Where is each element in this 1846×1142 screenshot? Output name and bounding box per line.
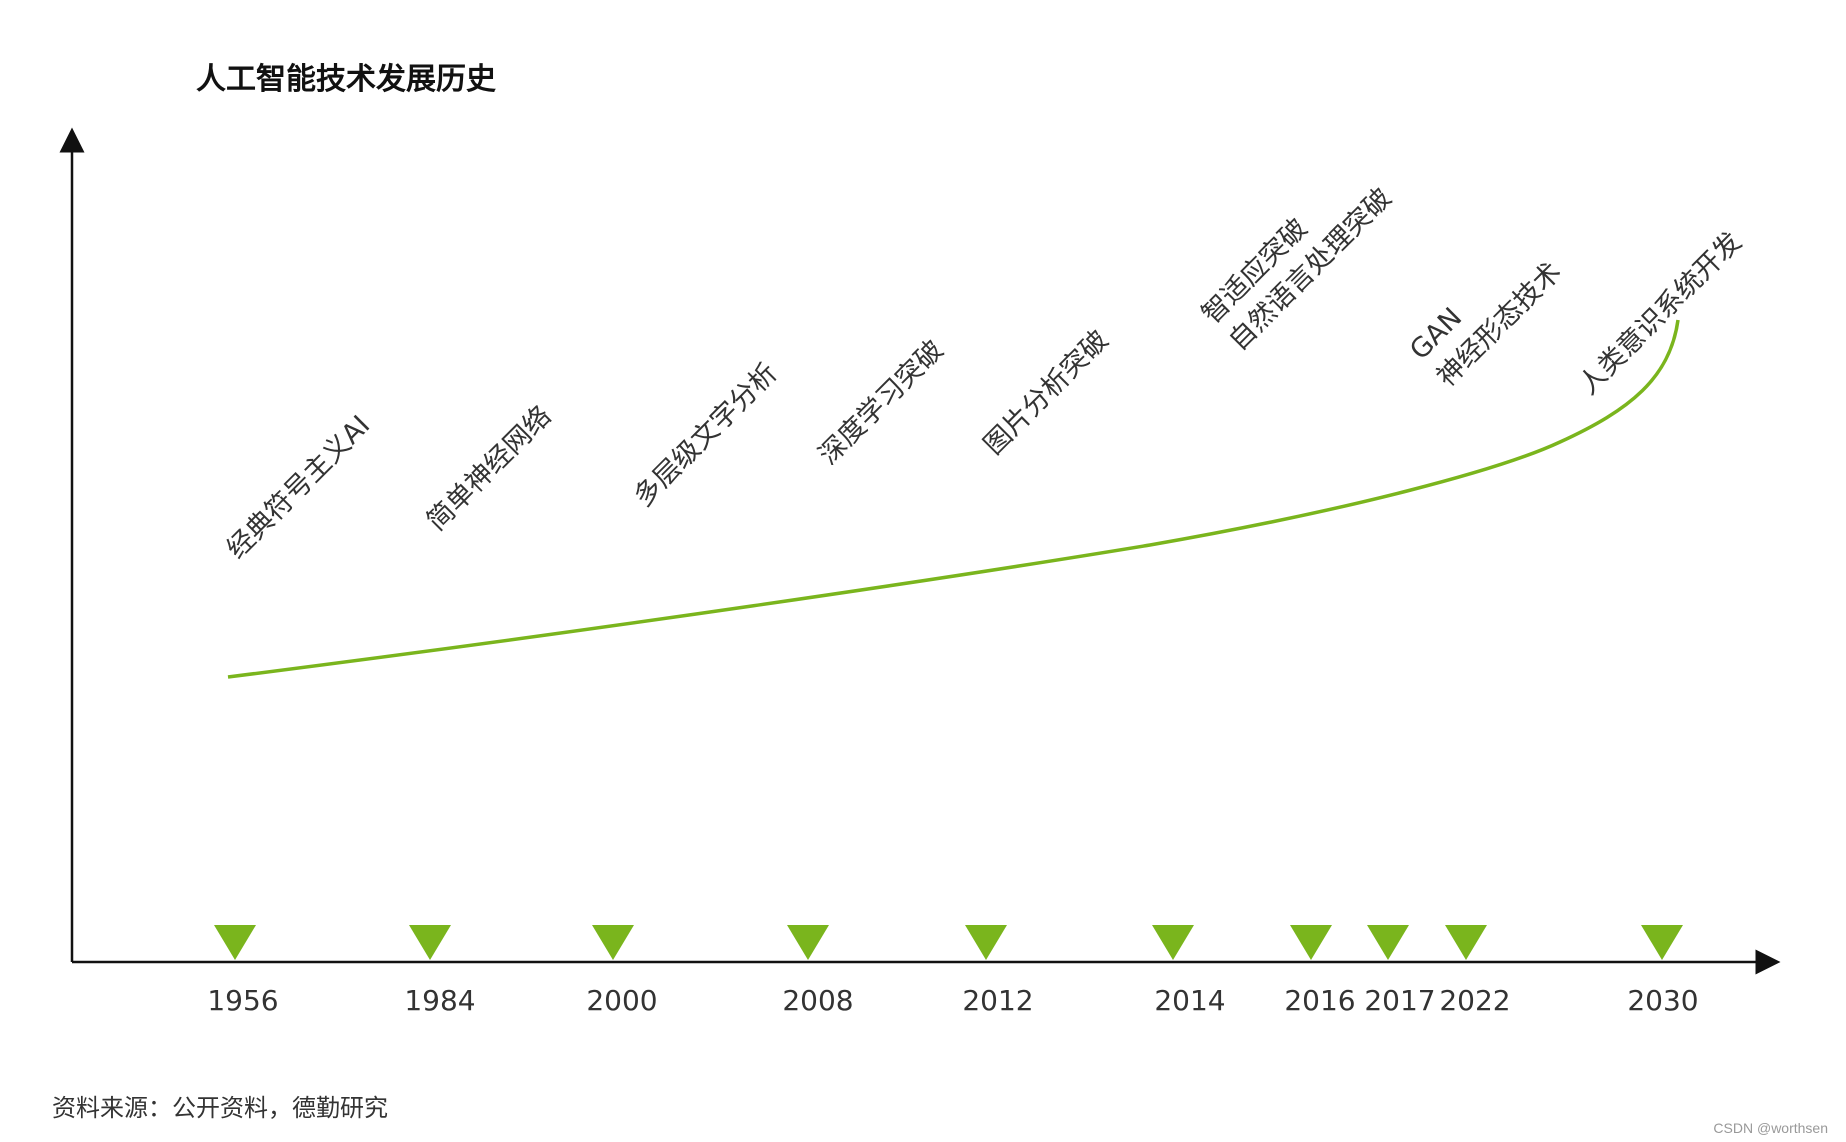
event-label: 图片分析突破 — [978, 324, 1114, 460]
chart-title: 人工智能技术发展历史 — [196, 62, 496, 97]
year-marker — [214, 925, 256, 960]
x-tick-label: 2014 — [1154, 984, 1225, 1017]
event-label: 经典符号主义AI — [221, 410, 376, 565]
year-marker — [592, 925, 634, 960]
year-marker — [1367, 925, 1409, 960]
x-tick-label: 2016 — [1284, 984, 1355, 1017]
source-note: 资料来源：公开资料，德勤研究 — [52, 1094, 388, 1122]
year-marker — [1445, 925, 1487, 960]
watermark: CSDN @worthsen — [1713, 1120, 1828, 1136]
year-marker — [1152, 925, 1194, 960]
event-label-group: 图片分析突破 — [978, 324, 1114, 460]
event-label-group: 经典符号主义AI — [221, 410, 376, 565]
x-tick-label: 2022 — [1439, 984, 1510, 1017]
year-marker — [1290, 925, 1332, 960]
trend-curve — [227, 319, 1680, 679]
year-marker — [787, 925, 829, 960]
x-tick-label: 2017 — [1364, 984, 1435, 1017]
x-tick-label: 1956 — [207, 984, 278, 1017]
event-label-group: 深度学习突破 — [813, 334, 949, 470]
event-label-group: 多层级文字分析 — [628, 357, 784, 513]
event-label: 多层级文字分析 — [628, 357, 784, 513]
x-tick-label: 1984 — [404, 984, 475, 1017]
x-tick-label: 2008 — [782, 984, 853, 1017]
x-tick-label: 2000 — [586, 984, 657, 1017]
event-label: 简单神经网络 — [421, 400, 557, 536]
x-tick-label: 2030 — [1627, 984, 1698, 1017]
year-marker — [409, 925, 451, 960]
event-label: 深度学习突破 — [813, 334, 949, 470]
event-label-group: 人类意识系统开发 — [1573, 226, 1748, 401]
year-marker — [1641, 925, 1683, 960]
x-tick-label: 2012 — [962, 984, 1033, 1017]
year-marker — [965, 925, 1007, 960]
event-label: 人类意识系统开发 — [1573, 226, 1748, 401]
event-label-group: 简单神经网络 — [421, 400, 557, 536]
